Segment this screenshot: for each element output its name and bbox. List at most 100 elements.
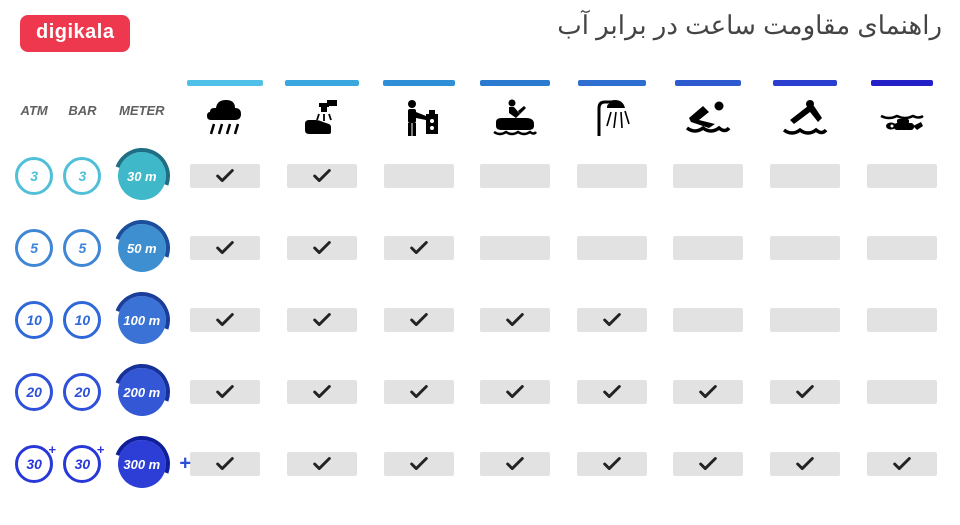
work-icon: [370, 96, 467, 140]
meter-badge: 100 m: [118, 296, 166, 344]
check-icon: [794, 453, 816, 475]
page-title: راهنمای مقاومت ساعت در برابر آب: [557, 10, 942, 41]
table-row: 10 10 100 m: [10, 284, 950, 356]
check-icon: [601, 381, 623, 403]
check-icon: [408, 381, 430, 403]
check-icon: [214, 165, 236, 187]
check-icon: [214, 453, 236, 475]
check-cell: [190, 164, 260, 188]
check-icon: [697, 453, 719, 475]
activity-tab: [480, 80, 550, 86]
check-icon: [601, 309, 623, 331]
dive-icon: [757, 96, 854, 140]
activity-header-dive: [757, 80, 854, 140]
activity-header-wash: [274, 80, 371, 140]
atm-badge: 20: [15, 373, 53, 411]
check-cell: [770, 452, 840, 476]
col-header-atm: ATM: [10, 80, 58, 140]
check-cell: [384, 380, 454, 404]
check-cell: [867, 236, 937, 260]
check-cell: [480, 236, 550, 260]
check-cell: [287, 452, 357, 476]
meter-badge: 300 m: [118, 440, 166, 488]
check-cell: [480, 308, 550, 332]
activity-tab: [871, 80, 933, 86]
check-cell: [673, 452, 743, 476]
check-icon: [408, 237, 430, 259]
check-cell: [384, 236, 454, 260]
check-cell: [577, 380, 647, 404]
check-icon: [311, 453, 333, 475]
activity-tab: [285, 80, 359, 86]
check-cell: [384, 308, 454, 332]
rain-icon: [177, 96, 274, 140]
check-icon: [504, 453, 526, 475]
check-cell: [673, 164, 743, 188]
activity-header-scuba: [853, 80, 950, 140]
activity-tab: [773, 80, 837, 86]
bar-badge: 30+: [63, 445, 101, 483]
check-icon: [311, 309, 333, 331]
activity-header-rain: [177, 80, 274, 140]
check-cell: [867, 308, 937, 332]
check-cell: [480, 164, 550, 188]
activity-tab: [675, 80, 741, 86]
check-icon: [697, 381, 719, 403]
swim-icon: [660, 96, 757, 140]
check-cell: [480, 380, 550, 404]
check-cell: [190, 308, 260, 332]
check-cell: [673, 380, 743, 404]
check-icon: [408, 453, 430, 475]
jetski-icon: [467, 96, 564, 140]
meter-badge: 200 m: [118, 368, 166, 416]
scuba-icon: [853, 96, 950, 140]
check-icon: [794, 381, 816, 403]
shower-icon: [563, 96, 660, 140]
meter-badge: 50 m: [118, 224, 166, 272]
check-cell: [867, 164, 937, 188]
bar-badge: 5: [63, 229, 101, 267]
wash-icon: [274, 96, 371, 140]
check-icon: [214, 309, 236, 331]
table-row: 30+ 30+ 300 m +: [10, 428, 950, 500]
activity-tab: [578, 80, 646, 86]
check-icon: [311, 381, 333, 403]
check-cell: [287, 308, 357, 332]
bar-badge: 20: [63, 373, 101, 411]
table-row: 3330 m: [10, 140, 950, 212]
check-cell: [673, 308, 743, 332]
check-cell: [867, 380, 937, 404]
col-header-meter: METER: [107, 80, 177, 140]
activity-header-work: [370, 80, 467, 140]
check-icon: [408, 309, 430, 331]
check-cell: [770, 308, 840, 332]
activity-header-swim: [660, 80, 757, 140]
atm-badge: 5: [15, 229, 53, 267]
check-cell: [770, 236, 840, 260]
check-cell: [480, 452, 550, 476]
activity-header-jetski: [467, 80, 564, 140]
check-cell: [867, 452, 937, 476]
check-icon: [504, 381, 526, 403]
check-icon: [891, 453, 913, 475]
plus-icon: +: [179, 453, 191, 476]
atm-badge: 10: [15, 301, 53, 339]
check-cell: [287, 164, 357, 188]
check-cell: [384, 164, 454, 188]
check-icon: [214, 237, 236, 259]
check-cell: [577, 164, 647, 188]
bar-badge: 10: [63, 301, 101, 339]
check-icon: [214, 381, 236, 403]
check-icon: [311, 237, 333, 259]
check-icon: [601, 453, 623, 475]
check-cell: [287, 236, 357, 260]
check-cell: [577, 236, 647, 260]
bar-badge: 3: [63, 157, 101, 195]
atm-badge: 3: [15, 157, 53, 195]
activity-tab: [187, 80, 263, 86]
check-icon: [504, 309, 526, 331]
activity-tab: [383, 80, 455, 86]
check-cell: [770, 380, 840, 404]
check-cell: [287, 380, 357, 404]
atm-badge: 30+: [15, 445, 53, 483]
